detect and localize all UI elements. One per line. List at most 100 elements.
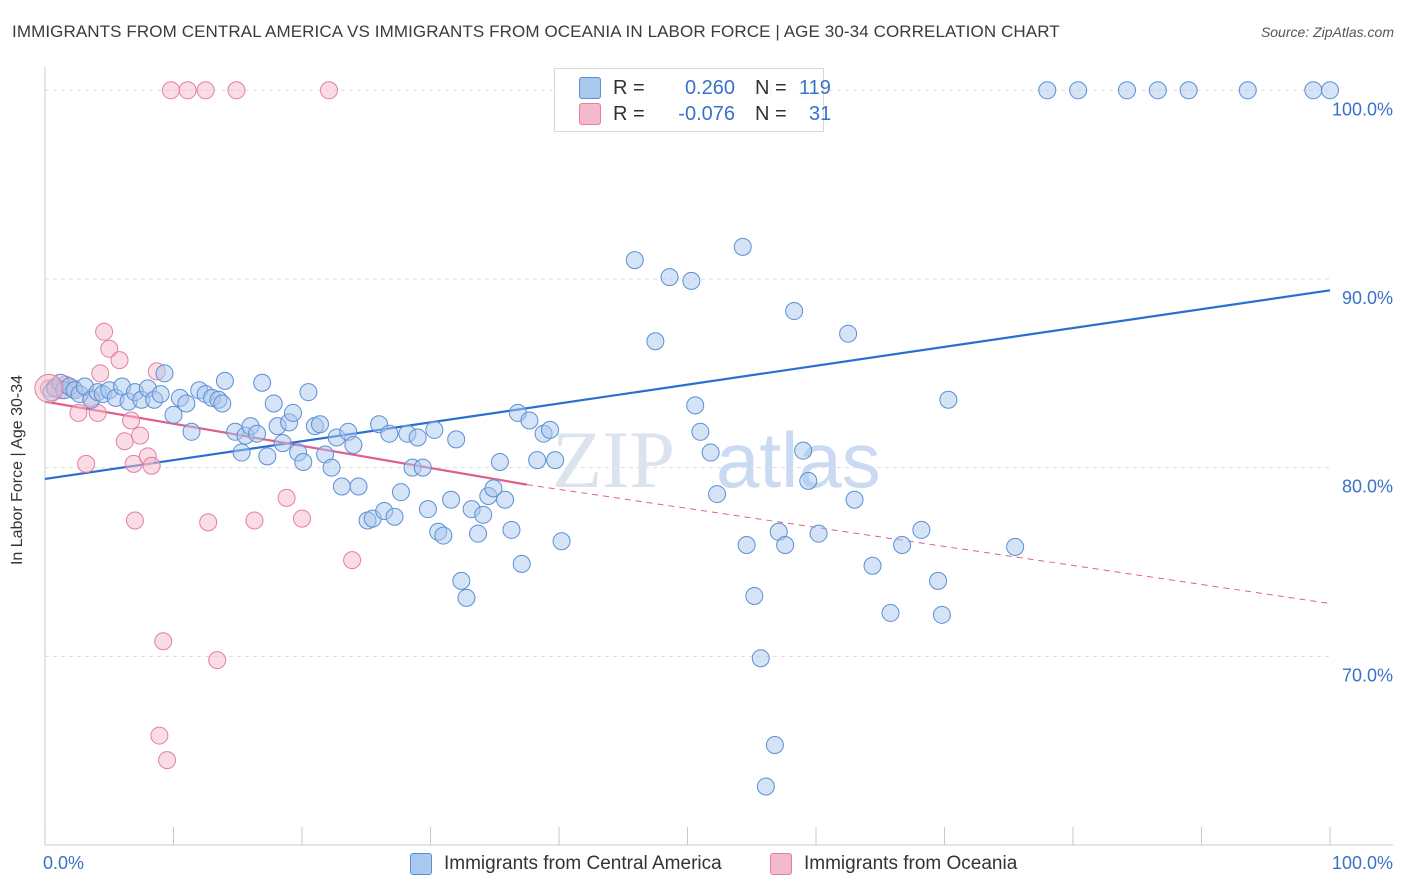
point-central-america — [248, 424, 267, 443]
point-central-america — [310, 415, 329, 434]
point-central-america — [151, 385, 170, 404]
point-central-america — [785, 302, 804, 321]
point-oceania — [319, 81, 338, 100]
x-tick-label: 0.0% — [43, 853, 84, 873]
legend-swatch-pink — [579, 103, 601, 125]
point-central-america — [294, 452, 313, 471]
point-central-america — [164, 405, 183, 424]
series-label-blue: Immigrants from Central America — [444, 853, 722, 874]
point-central-america — [447, 430, 466, 449]
point-central-america — [484, 479, 503, 498]
point-central-america — [452, 571, 471, 590]
point-central-america — [660, 268, 679, 287]
point-central-america — [839, 324, 858, 343]
point-oceania — [178, 81, 197, 100]
point-oceania — [95, 322, 114, 341]
point-oceania — [227, 81, 246, 100]
y-axis-title: In Labor Force | Age 30-34 — [9, 374, 26, 566]
y-tick-label: 90.0% — [1342, 288, 1393, 308]
point-central-america — [349, 477, 368, 496]
point-central-america — [1117, 81, 1136, 100]
point-central-america — [155, 364, 174, 383]
x-tick-label: 100.0% — [1332, 853, 1393, 873]
point-central-america — [1321, 81, 1339, 100]
series-swatch-blue — [410, 853, 432, 875]
point-central-america — [528, 451, 547, 470]
point-oceania — [277, 488, 296, 507]
point-central-america — [625, 251, 644, 270]
point-central-america — [385, 507, 404, 526]
point-central-america — [863, 556, 882, 575]
point-central-america — [213, 394, 232, 413]
point-central-america — [344, 436, 363, 455]
point-oceania — [199, 513, 218, 532]
point-central-america — [520, 411, 539, 430]
y-tick-label: 80.0% — [1342, 477, 1393, 497]
point-central-america — [1006, 537, 1025, 556]
point-oceania — [110, 351, 129, 370]
series-legend-pink: Immigrants from Oceania — [770, 852, 1017, 876]
series-label-pink: Immigrants from Oceania — [804, 853, 1018, 874]
point-oceania — [343, 551, 362, 570]
point-central-america — [682, 271, 701, 290]
chart-title: IMMIGRANTS FROM CENTRAL AMERICA VS IMMIG… — [12, 22, 1060, 41]
point-central-america — [425, 420, 444, 439]
point-oceania — [115, 432, 134, 451]
point-oceania — [100, 339, 119, 358]
trend-line-central-america — [44, 289, 1331, 481]
point-central-america — [408, 428, 427, 447]
legend-row-blue: R = 0.260 N = 119 — [579, 76, 831, 100]
y-tick-label: 70.0% — [1342, 665, 1393, 685]
point-oceania — [142, 456, 161, 475]
point-oceania — [208, 651, 227, 670]
point-oceania — [150, 726, 169, 745]
legend-n-label: N = — [755, 102, 787, 125]
data-points — [34, 81, 1339, 796]
point-central-america — [776, 536, 795, 555]
correlation-legend: R = 0.260 N = 119 R = -0.076 N = 31 — [554, 68, 831, 132]
point-central-america — [418, 500, 437, 519]
point-oceania — [131, 426, 150, 445]
legend-n-label: N = — [755, 76, 787, 99]
point-oceania — [161, 81, 180, 100]
point-central-america — [546, 451, 565, 470]
series-swatch-pink — [770, 853, 792, 875]
point-central-america — [232, 443, 251, 462]
watermark-zip: ZIP — [552, 414, 675, 505]
point-central-america — [646, 332, 665, 351]
point-central-america — [686, 396, 705, 415]
gridlines — [45, 89, 1330, 657]
point-central-america — [253, 373, 272, 392]
point-central-america — [182, 422, 201, 441]
point-oceania — [158, 751, 177, 770]
point-central-america — [322, 458, 341, 477]
point-central-america — [929, 571, 948, 590]
point-central-america — [502, 520, 521, 539]
point-central-america — [745, 586, 764, 605]
point-central-america — [264, 394, 283, 413]
point-oceania — [124, 454, 143, 473]
point-central-america — [496, 490, 515, 509]
point-central-america — [794, 441, 813, 460]
point-central-america — [552, 532, 571, 551]
series-legend-blue: Immigrants from Central America — [410, 852, 722, 876]
point-oceania — [245, 511, 264, 530]
point-oceania — [91, 364, 110, 383]
point-central-america — [1238, 81, 1257, 100]
point-central-america — [258, 447, 277, 466]
point-oceania — [154, 632, 173, 651]
point-central-america — [391, 483, 410, 502]
point-central-america — [1038, 81, 1057, 100]
point-central-america — [541, 420, 560, 439]
point-central-america — [708, 485, 727, 504]
point-central-america — [512, 554, 531, 573]
source-label: Source: ZipAtlas.com — [1260, 24, 1394, 40]
trend-line-oceania-extension — [526, 484, 1331, 604]
point-central-america — [756, 777, 775, 796]
point-central-america — [1069, 81, 1088, 100]
point-oceania — [196, 81, 215, 100]
point-central-america — [273, 434, 292, 453]
point-central-america — [413, 458, 432, 477]
point-central-america — [177, 394, 196, 413]
